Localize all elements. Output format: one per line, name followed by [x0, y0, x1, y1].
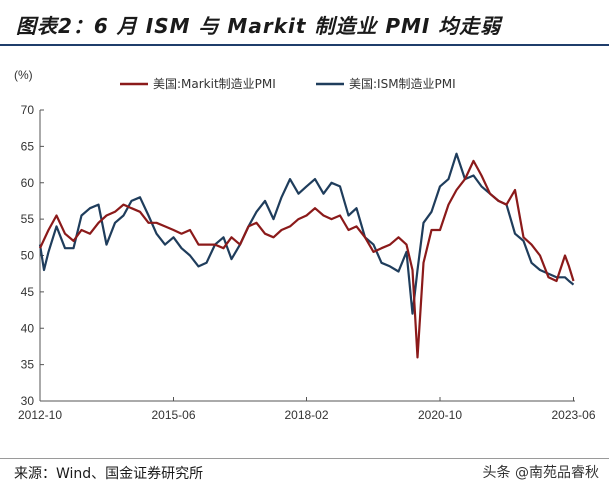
title-bar: 图表2：6 月 ISM 与 Markit 制造业 PMI 均走弱 — [0, 0, 609, 46]
x-tick-label: 2020-10 — [418, 408, 462, 422]
y-tick-label: 50 — [21, 249, 35, 263]
chart: 美国:Markit制造业PMI 美国:ISM制造业PMI (%) 30 35 40 4… — [14, 68, 596, 422]
x-axis: 2012-10 2015-06 2018-02 2020-10 2023-06 — [18, 397, 596, 422]
y-tick-label: 35 — [21, 358, 35, 372]
y-tick-label: 60 — [21, 176, 35, 190]
x-tick-label: 2015-06 — [151, 408, 195, 422]
y-axis: 30 35 40 45 50 55 60 65 70 — [21, 103, 44, 408]
y-tick-label: 40 — [21, 321, 35, 335]
x-tick-label: 2023-06 — [551, 408, 595, 422]
x-tick-label: 2018-02 — [284, 408, 328, 422]
chart-title: 图表2：6 月 ISM 与 Markit 制造业 PMI 均走弱 — [16, 14, 502, 38]
source-rule — [0, 458, 609, 459]
x-tick-label: 2012-10 — [18, 408, 62, 422]
legend-label-ism: 美国:ISM制造业PMI — [349, 77, 456, 91]
y-axis-label: (%) — [14, 68, 33, 82]
source-note: 来源：Wind、国金证券研究所 — [14, 466, 204, 482]
legend: 美国:Markit制造业PMI 美国:ISM制造业PMI — [120, 77, 456, 91]
watermark: 头条 @南苑品睿秋 — [482, 465, 599, 481]
y-tick-label: 70 — [21, 103, 35, 117]
y-tick-label: 55 — [21, 212, 35, 226]
y-tick-label: 45 — [21, 285, 35, 299]
series-line-ism — [38, 152, 575, 315]
plot-area — [38, 152, 575, 359]
title-rule — [0, 44, 609, 46]
y-tick-label: 30 — [21, 394, 35, 408]
series-line-markit — [39, 159, 575, 359]
y-tick-label: 65 — [21, 139, 35, 153]
legend-label-markit: 美国:Markit制造业PMI — [153, 77, 276, 91]
